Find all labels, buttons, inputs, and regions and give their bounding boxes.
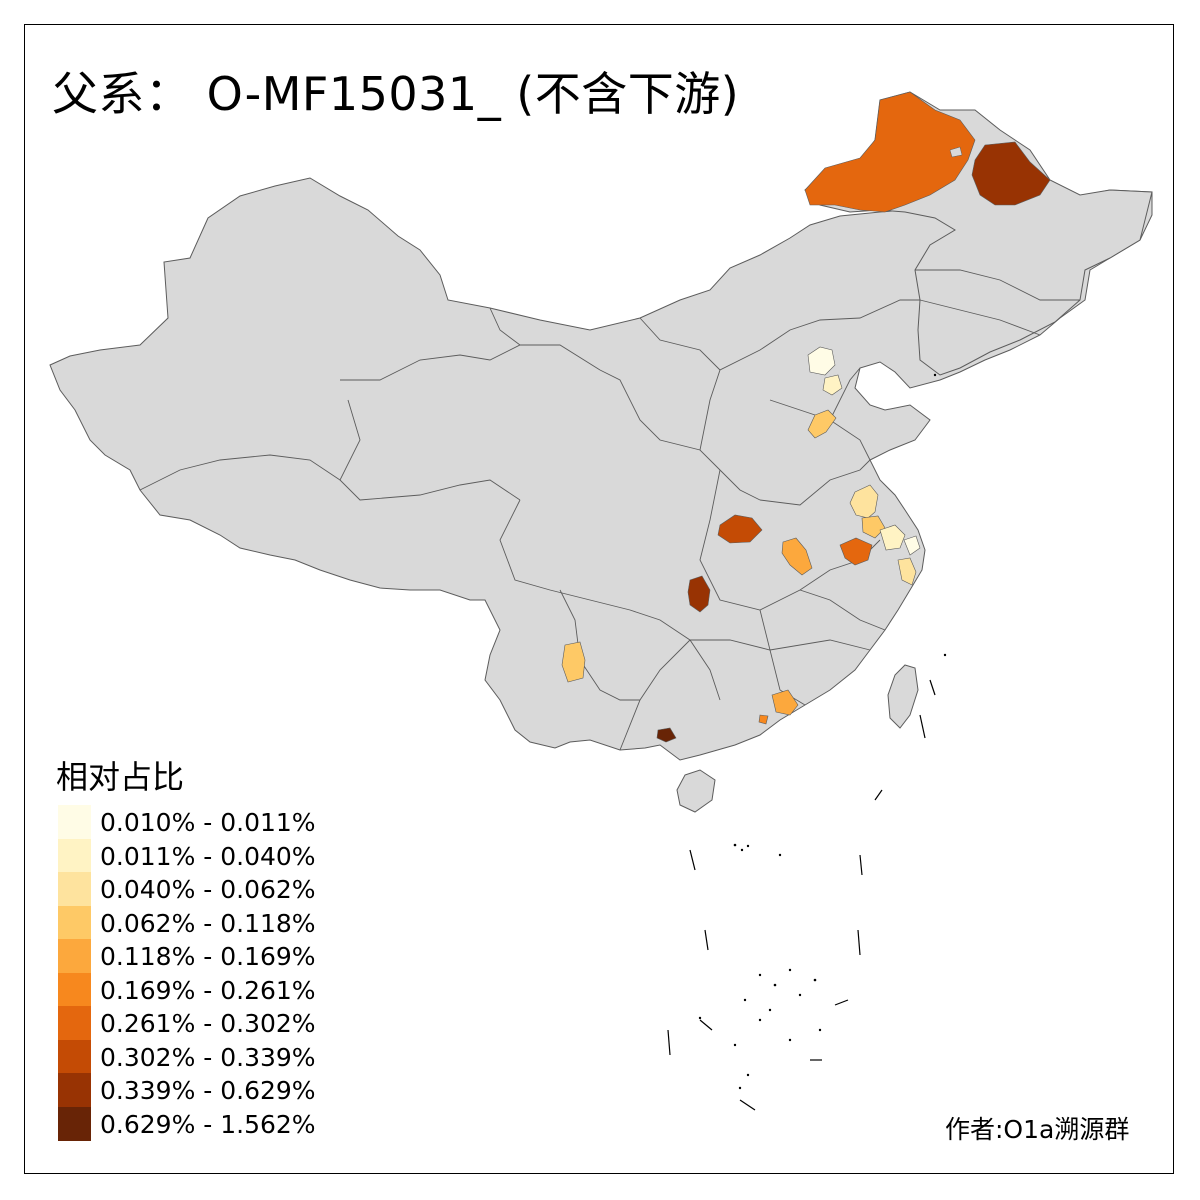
region-shaanxi-south: [717, 514, 763, 544]
region-anhui-south: [839, 537, 873, 566]
legend-label: 0.169% - 0.261%: [100, 975, 316, 1005]
legend-label: 0.629% - 1.562%: [100, 1109, 316, 1139]
region-shanghai: [903, 535, 921, 556]
region-guangdong: [771, 689, 799, 716]
legend-swatch: [58, 1106, 91, 1141]
legend-swatch: [58, 838, 91, 873]
legend-label: 0.339% - 0.629%: [100, 1076, 316, 1105]
scattered-islets: [698, 373, 947, 1090]
region-tianjin: [822, 374, 843, 396]
legend-swatch: [58, 905, 91, 940]
region-guizhou: [687, 575, 711, 613]
region-guangxi-south: [656, 727, 677, 743]
region-anhui-north: [849, 484, 879, 519]
legend-swatch: [58, 1039, 91, 1074]
legend-swatch: [58, 805, 91, 839]
region-guangdong-west: [758, 714, 769, 725]
map-title: 父系： O-MF15031_ (不含下游): [52, 67, 740, 121]
region-hulunbuir: [804, 91, 976, 213]
legend-swatch: [58, 872, 91, 906]
legend-swatch: [58, 1073, 91, 1107]
legend-label: 0.040% - 0.062%: [100, 875, 316, 904]
taiwan: [887, 664, 919, 729]
region-northeast-dark: [971, 141, 1051, 206]
region-lake-hole: [949, 146, 963, 158]
legend-swatch: [58, 972, 91, 1007]
legend-swatch: [58, 1006, 91, 1040]
region-yunnan: [561, 641, 586, 683]
legend-label: 0.062% - 0.118%: [100, 908, 316, 938]
region-jiangsu: [879, 524, 906, 551]
hainan: [676, 769, 716, 813]
author-credit: 作者:O1a溯源群: [945, 1115, 1130, 1144]
region-zhejiang: [897, 557, 917, 586]
legend-swatch: [58, 939, 91, 973]
mainland-china: [49, 177, 1153, 761]
legend-label: 0.302% - 0.339%: [100, 1042, 316, 1072]
region-hebei-south: [807, 409, 837, 439]
legend-label: 0.010% - 0.011%: [100, 808, 316, 837]
region-beijing: [807, 346, 836, 376]
legend-label: 0.118% - 0.169%: [100, 942, 316, 971]
region-hubei: [781, 537, 813, 576]
legend-label: 0.011% - 0.040%: [100, 841, 316, 871]
legend-label: 0.261% - 0.302%: [100, 1009, 316, 1038]
region-anhui-center: [861, 515, 886, 539]
south-china-sea-islands: [667, 679, 936, 1111]
legend-title: 相对占比: [56, 758, 185, 796]
